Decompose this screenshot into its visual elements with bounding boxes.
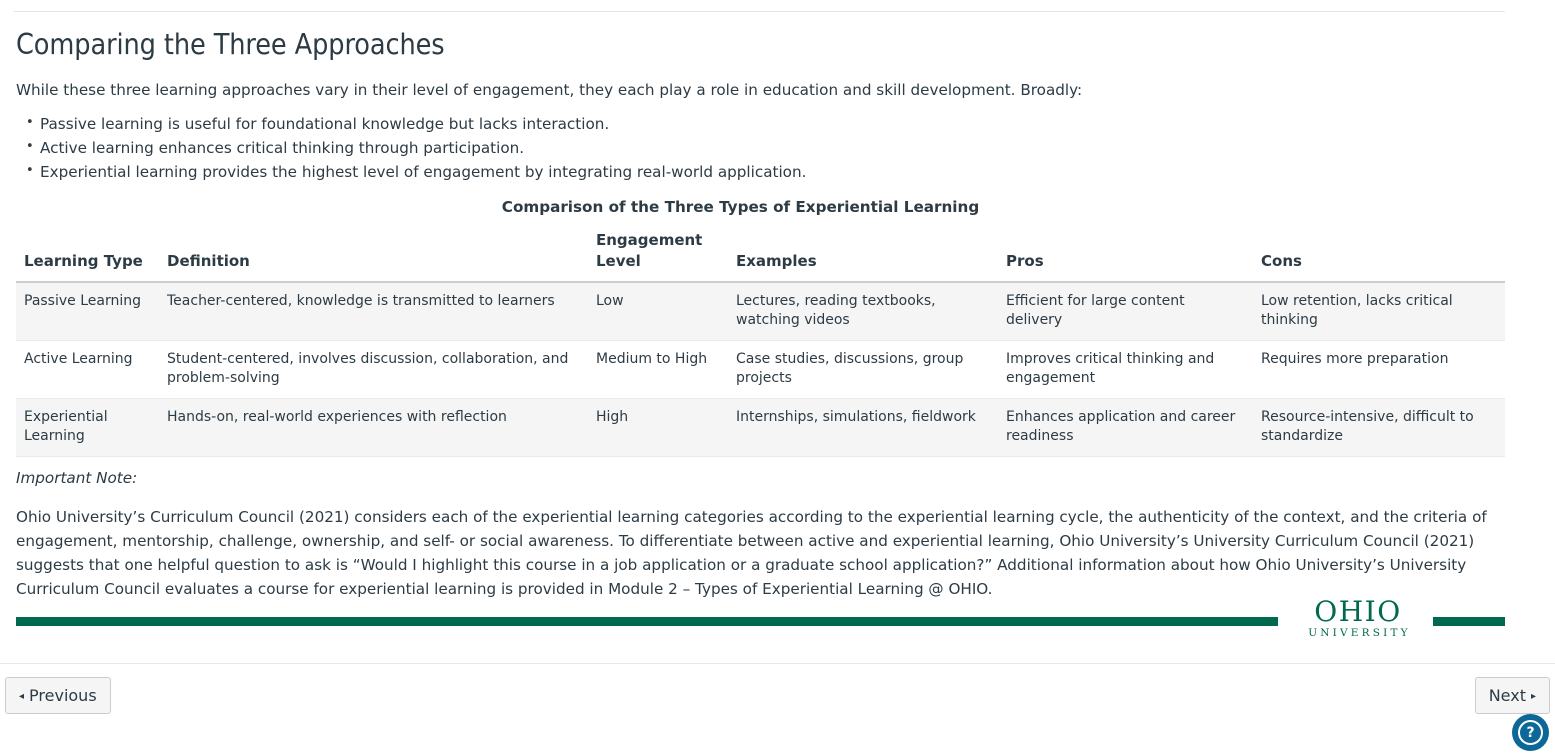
- cell-definition: Student-centered, involves discussion, c…: [159, 340, 588, 399]
- brand-rule-right: [1433, 617, 1505, 626]
- cell-pros: Improves critical thinking and engagemen…: [998, 340, 1253, 399]
- list-item: Passive learning is useful for foundatio…: [26, 111, 1505, 136]
- brand-rule-left: [16, 617, 1278, 626]
- intro-paragraph: While these three learning approaches va…: [16, 81, 1083, 99]
- next-button[interactable]: Next ▸: [1474, 677, 1550, 714]
- cell-examples: Lectures, reading textbooks, watching vi…: [728, 282, 998, 341]
- next-button-label: Next: [1488, 686, 1526, 705]
- cell-pros: Enhances application and career readines…: [998, 398, 1253, 457]
- important-note-body: Ohio University’s Curriculum Council (20…: [16, 508, 1487, 598]
- cell-cons: Low retention, lacks critical thinking: [1253, 282, 1505, 341]
- comparison-table: Learning Type Definition Engagement Leve…: [16, 222, 1505, 457]
- table-row: Experiential Learning Hands-on, real-wor…: [16, 398, 1505, 457]
- table-header-row: Learning Type Definition Engagement Leve…: [16, 222, 1505, 283]
- question-mark-icon: ?: [1518, 720, 1543, 745]
- cell-learning-type: Experiential Learning: [16, 398, 159, 457]
- cell-pros: Efficient for large content delivery: [998, 282, 1253, 341]
- column-header-learning-type: Learning Type: [16, 222, 159, 283]
- table-row: Active Learning Student-centered, involv…: [16, 340, 1505, 399]
- cell-cons: Requires more preparation: [1253, 340, 1505, 399]
- previous-button[interactable]: ◂ Previous: [5, 677, 111, 714]
- key-points-list: Passive learning is useful for foundatio…: [16, 111, 1505, 184]
- table-row: Passive Learning Teacher-centered, knowl…: [16, 282, 1505, 341]
- table-caption: Comparison of the Three Types of Experie…: [501, 198, 980, 216]
- cell-engagement: Medium to High: [588, 340, 728, 399]
- lesson-content: Comparing the Three Approaches While the…: [16, 26, 1505, 601]
- page-title: Comparing the Three Approaches: [16, 28, 445, 61]
- top-divider: [14, 11, 1505, 12]
- ohio-university-branding: OHIO UNIVERSITY: [16, 597, 1505, 650]
- column-header-examples: Examples: [728, 222, 998, 283]
- cell-engagement: Low: [588, 282, 728, 341]
- previous-button-label: Previous: [29, 686, 97, 705]
- cell-examples: Internships, simulations, fieldwork: [728, 398, 998, 457]
- column-header-pros: Pros: [998, 222, 1253, 283]
- triangle-left-icon: ◂: [19, 691, 25, 702]
- cell-learning-type: Passive Learning: [16, 282, 159, 341]
- cell-examples: Case studies, discussions, group project…: [728, 340, 998, 399]
- cell-learning-type: Active Learning: [16, 340, 159, 399]
- column-header-engagement-level: Engagement Level: [588, 222, 728, 283]
- important-note-label: Important Note:: [16, 469, 138, 487]
- list-item: Active learning enhances critical thinki…: [26, 135, 1505, 160]
- ohio-wordmark: OHIO: [1314, 595, 1402, 628]
- ohio-subtitle: UNIVERSITY: [1308, 627, 1411, 639]
- ohio-logo: OHIO UNIVERSITY: [1290, 597, 1426, 640]
- column-header-cons: Cons: [1253, 222, 1505, 283]
- list-item: Experiential learning provides the highe…: [26, 159, 1505, 184]
- cell-definition: Hands-on, real-world experiences with re…: [159, 398, 588, 457]
- footer-divider: [0, 663, 1555, 664]
- column-header-definition: Definition: [159, 222, 588, 283]
- cell-cons: Resource-intensive, difficult to standar…: [1253, 398, 1505, 457]
- cell-engagement: High: [588, 398, 728, 457]
- help-button[interactable]: ?: [1512, 714, 1549, 751]
- triangle-right-icon: ▸: [1530, 691, 1536, 702]
- cell-definition: Teacher-centered, knowledge is transmitt…: [159, 282, 588, 341]
